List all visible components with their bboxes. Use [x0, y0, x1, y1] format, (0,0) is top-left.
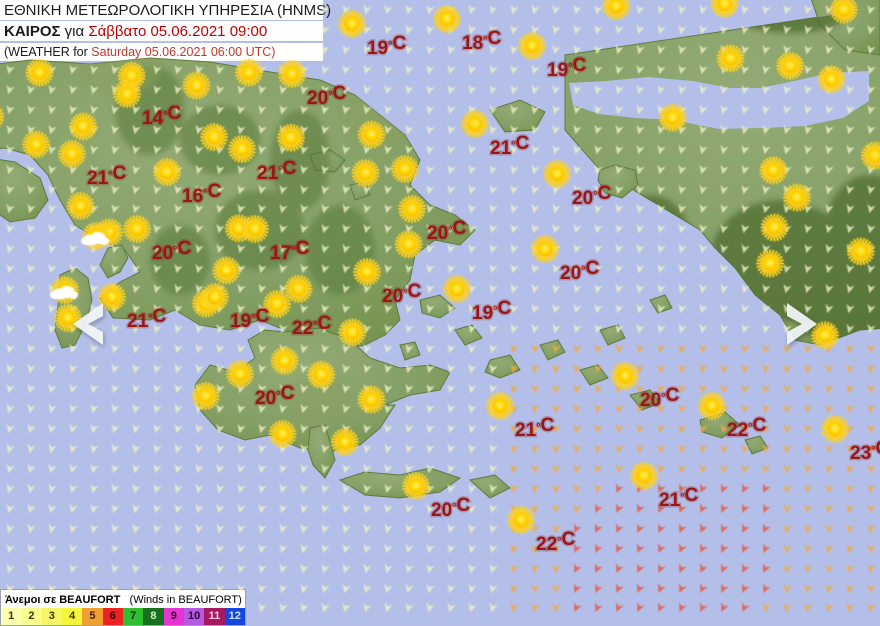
- svg-text:19°C: 19°C: [367, 33, 407, 59]
- svg-text:21°C: 21°C: [515, 415, 555, 441]
- svg-text:21°C: 21°C: [659, 485, 699, 511]
- svg-text:20°C: 20°C: [572, 183, 612, 209]
- svg-text:23°C: 23°C: [850, 438, 880, 464]
- svg-text:21°C: 21°C: [490, 133, 530, 159]
- svg-text:20°C: 20°C: [431, 495, 471, 521]
- svg-text:18°C: 18°C: [462, 28, 502, 54]
- svg-text:20°C: 20°C: [560, 258, 600, 284]
- svg-text:19°C: 19°C: [472, 298, 512, 324]
- svg-text:22°C: 22°C: [536, 529, 576, 555]
